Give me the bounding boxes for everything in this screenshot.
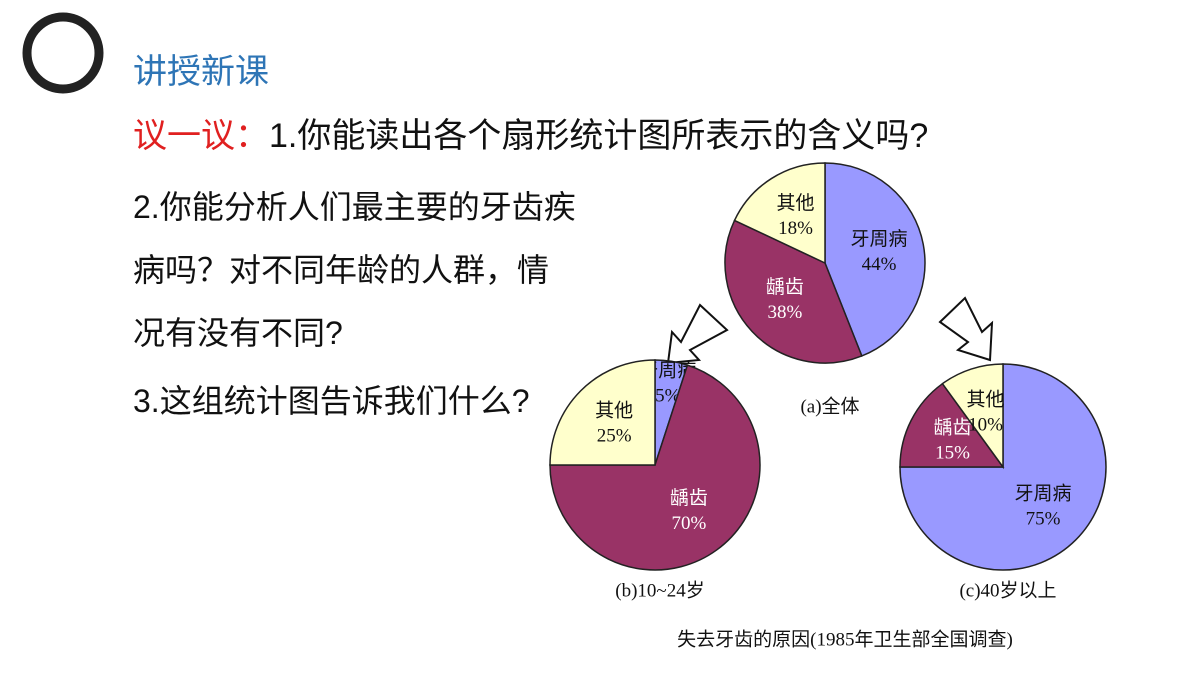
question: 2.你能分析人们最主要的牙齿疾病吗？对不同年龄的人群，情况有没有不同? xyxy=(133,189,576,351)
question: 3.这组统计图告诉我们什么? xyxy=(133,383,530,419)
pie-slice xyxy=(899,363,1107,571)
slice-label: 龋齿 xyxy=(670,487,708,509)
slice-label: 牙周病 xyxy=(851,228,908,250)
pie-caption: (a)全体 xyxy=(800,395,859,417)
pie-slice xyxy=(549,359,656,466)
question-line: 议一议：1.你能读出各个扇形统计图所表示的含义吗? xyxy=(133,108,928,157)
figure-caption: 失去牙齿的原因(1985年卫生部全国调查) xyxy=(677,628,1013,650)
slice-label: 龋齿 xyxy=(934,417,972,439)
pie-slice xyxy=(724,219,863,364)
slice-label: 龋齿 xyxy=(766,276,804,298)
question: 1.你能读出各个扇形统计图所表示的含义吗? xyxy=(269,117,929,155)
arrow xyxy=(938,296,994,362)
pie-caption: (b)10~24岁 xyxy=(615,579,704,601)
pie-slice xyxy=(824,162,926,357)
pie-caption: (c)40岁以上 xyxy=(959,579,1056,601)
pie-slice xyxy=(549,364,761,571)
slide-title: 讲授新课 xyxy=(133,53,269,91)
slice-value-label: 10% xyxy=(968,414,1003,435)
slice-value-label: 15% xyxy=(935,443,970,464)
slice-label: 其他 xyxy=(595,400,633,422)
slice-value-label: 70% xyxy=(672,513,707,534)
slice-label: 其他 xyxy=(966,388,1004,410)
pie-slice xyxy=(899,382,1005,468)
slice-label: 其他 xyxy=(777,192,815,214)
slice-value-label: 38% xyxy=(767,302,802,323)
slice-label: 牙周病 xyxy=(1015,482,1072,504)
slice-value-label: 44% xyxy=(862,254,897,275)
slice-value-label: 5% xyxy=(655,385,681,406)
pie-slice xyxy=(941,363,1004,470)
arrow xyxy=(666,303,729,365)
slice-value-label: 25% xyxy=(597,426,632,447)
slice-value-label: 18% xyxy=(778,218,813,239)
pie-slice xyxy=(733,162,826,265)
logo-ring xyxy=(22,12,104,94)
prompt-lead: 议一议： xyxy=(133,117,269,155)
slice-value-label: 75% xyxy=(1026,508,1061,529)
